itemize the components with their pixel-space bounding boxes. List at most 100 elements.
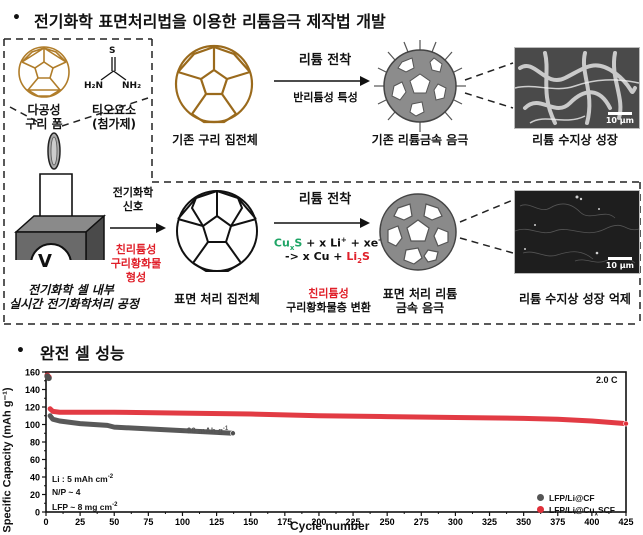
x-tick-label: 350	[516, 517, 531, 527]
y-tick-label: 120	[25, 403, 40, 413]
cf-end-note: < 90 mAh g-1	[180, 426, 228, 436]
chart-canvas: 0 20 40 60 80 100 120 140 160 0 25 50 75 100 125 150 175…	[25, 368, 634, 528]
conversion-label-1: 친리튬성	[308, 287, 349, 300]
thiourea-label-1: 티오요소	[91, 103, 137, 117]
x-tick-label: 200	[311, 517, 326, 527]
condition-li: Li : 5 mAh cm-2	[52, 471, 117, 486]
amine-right: NH₂	[122, 81, 142, 91]
thiourea-structure: S H₂N NH₂	[84, 44, 144, 98]
condition-lfp-sup: -2	[112, 501, 118, 508]
legend-label-cf: LFP/Li@CF	[549, 493, 595, 503]
bottom-sem-image: 10 μm	[514, 190, 640, 274]
bottom-anode-label-1: 표면 처리 리튬	[382, 287, 458, 301]
cell-caption-2: 실시간 전기화학처리 공정	[9, 297, 139, 311]
y-axis-title: Specific Capacity (mAh g⁻¹)	[0, 387, 15, 533]
y-tick-label: 80	[30, 438, 40, 448]
thiourea-label-2: (첨가제)	[91, 117, 137, 131]
rate-label: 2.0 C	[596, 375, 618, 385]
condition-li-sup: -2	[107, 474, 114, 480]
y-tick-label: 100	[25, 420, 40, 430]
product-li-sub: 2	[357, 257, 363, 266]
x-tick-label: 250	[380, 517, 395, 527]
bottom-scale-label: 10 μm	[605, 261, 634, 270]
reactant-e-sup: -	[378, 236, 382, 244]
thiourea-bonds-icon	[100, 57, 127, 81]
dashed-frames	[3, 38, 641, 325]
y-tick-label: 40	[30, 473, 40, 483]
formation-label-1: 친리튬성	[115, 243, 157, 256]
conditions-box: Li : 5 mAh cm-2 N/P ~ 4 LFP ~ 8 mg cm-2	[52, 471, 117, 514]
x-tick-label: 25	[75, 517, 85, 527]
series-point	[45, 375, 52, 382]
copper-foam-label-1: 다공성	[27, 103, 61, 117]
x-tick-label: 325	[482, 517, 497, 527]
top-scale-label: 10 μm	[605, 116, 634, 125]
cf-end-note-sup: -1	[222, 426, 229, 432]
bullet-icon: •	[16, 343, 25, 359]
reactant-cu: Cu	[273, 236, 290, 250]
top-sem-image: 10 μm	[514, 47, 640, 129]
section1-title: 전기화학 표면처리법을 이용한 리튬음극 제작법 개발	[34, 12, 386, 31]
reactant-e: + xe	[346, 236, 379, 250]
x-axis-title: Cycle number	[290, 519, 370, 533]
copper-foam-icon	[18, 46, 70, 98]
reactant-li: + x Li	[302, 236, 341, 250]
legend-label-cuxscf-sub: x	[594, 511, 598, 518]
scale-bar-line	[607, 112, 632, 115]
legend-marker-red-icon	[537, 506, 544, 513]
top-collector-label: 기존 구리 집전체	[172, 133, 258, 147]
section2-title: 완전 셀 성능	[40, 344, 125, 363]
x-tick-label: 100	[175, 517, 190, 527]
x-tick-label: 50	[109, 517, 119, 527]
dendrite-anode-icon	[374, 40, 466, 132]
condition-lfp: LFP ~ 8 mg cm-2	[52, 499, 117, 514]
plot-frame	[45, 371, 627, 513]
y-tick-label: 140	[25, 385, 40, 395]
chart-legend: LFP/Li@CF LFP/Li@CuxSCF	[537, 492, 615, 521]
y-tick-label: 60	[30, 455, 40, 465]
top-sem-label: 리튬 수지상 성장	[532, 133, 618, 147]
y-tick-label: 0	[35, 508, 40, 518]
electrochemical-cell-icon	[14, 132, 106, 260]
sulfur-atom: S	[109, 46, 116, 56]
reactant-li-sup: +	[340, 236, 347, 244]
cf-end-note-text: < 90 mAh g	[180, 426, 223, 436]
legend-item-cf: LFP/Li@CF	[537, 492, 615, 504]
reaction-line-2: -> x Cu + Li2S	[270, 250, 385, 268]
x-tick-label: 0	[43, 517, 48, 527]
bottom-arrow-label: 리튬 전착	[298, 192, 352, 207]
y-tick-label: 20	[30, 490, 40, 500]
scale-bar-line	[607, 257, 632, 260]
signal-label-1: 전기화학	[112, 186, 154, 199]
copper-collector-icon	[174, 44, 254, 124]
bottom-arrow-icon	[274, 218, 370, 228]
treated-collector-icon	[176, 190, 258, 272]
bottom-scale-bar: 10 μm	[606, 257, 634, 270]
product-li: Li	[346, 250, 358, 263]
y-axis-title-text: Specific Capacity (mAh g⁻¹)	[1, 387, 14, 533]
x-tick-label: 275	[414, 517, 429, 527]
top-arrow-icon	[274, 76, 370, 86]
cell-caption-1: 전기화학 셀 내부	[28, 283, 114, 297]
formation-label-2: 구리황화물	[110, 257, 162, 270]
reaction-line-1: CuxS + x Li+ + xe-	[270, 233, 385, 255]
legend-marker-gray-icon	[537, 494, 544, 501]
top-scale-bar: 10 μm	[606, 112, 634, 125]
series-end-point	[623, 420, 629, 427]
x-tick-label: 225	[346, 517, 361, 527]
voltmeter-symbol: V	[38, 251, 52, 272]
top-arrow-label: 리튬 전착	[298, 53, 352, 68]
x-tick-label: 75	[143, 517, 153, 527]
bullet-icon: •	[12, 10, 21, 26]
series-end-point	[230, 430, 236, 437]
bottom-sem-label: 리튬 수지상 성장 억제	[519, 292, 631, 306]
signal-arrow-icon	[110, 223, 166, 233]
y-tick-label: 160	[25, 368, 40, 378]
condition-np: N/P ~ 4	[52, 486, 81, 497]
treated-anode-icon	[379, 193, 457, 271]
copper-foam-label-2: 구리 폼	[25, 117, 63, 131]
x-tick-label: 400	[584, 517, 599, 527]
bottom-collector-label: 표면 처리 집전체	[174, 292, 260, 306]
legend-label-cuxscf-b: SCF	[597, 505, 615, 515]
conversion-label-2: 구리황화물층 변환	[286, 301, 371, 314]
